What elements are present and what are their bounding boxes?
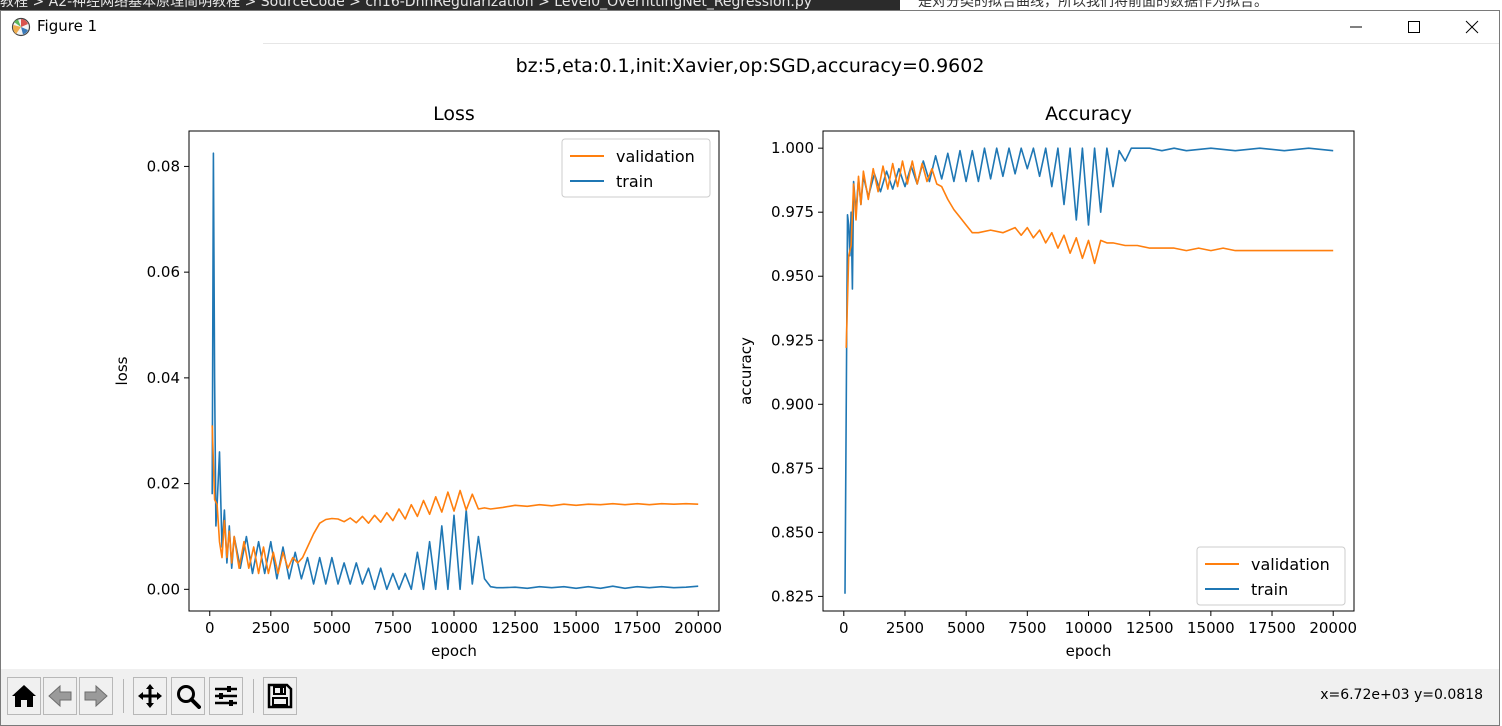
loss-validation-line (211, 425, 699, 575)
loss-chart-title: Loss (433, 103, 475, 125)
accuracy-y-tick-label: 0.825 (771, 587, 814, 605)
accuracy-y-axis-label: accuracy (737, 337, 755, 405)
accuracy-legend-label-validation: validation (1251, 555, 1330, 574)
loss-axes-frame (188, 130, 720, 612)
back-arrow-icon (48, 684, 72, 708)
background-document-text: 是对分类的拟合曲线，所以我们将前面的数据作为拟合。 (900, 0, 1502, 10)
accuracy-y-tick-label: 0.950 (771, 267, 814, 285)
loss-train-line (211, 152, 699, 591)
accuracy-train-line (844, 147, 1334, 594)
accuracy-x-tick-label: 15000 (1187, 619, 1235, 637)
figure-canvas[interactable]: bz:5,eta:0.1,init:Xavier,op:SGD,accuracy… (1, 43, 1499, 669)
loss-x-axis-label: epoch (431, 642, 477, 660)
home-button[interactable] (7, 677, 41, 715)
minimize-icon (1350, 26, 1362, 28)
accuracy-chart-title: Accuracy (1045, 103, 1132, 125)
title-bar[interactable]: Figure 1 (1, 11, 1499, 43)
accuracy-x-tick-label: 2500 (886, 619, 924, 637)
loss-y-tick-label: 0.06 (147, 263, 180, 281)
window-title: Figure 1 (37, 17, 98, 35)
accuracy-x-tick-label: 17500 (1248, 619, 1296, 637)
accuracy-legend-box (1196, 546, 1346, 606)
loss-legend-label-train: train (616, 172, 653, 191)
accuracy-x-tick-label: 0 (839, 619, 849, 637)
loss-x-tick-label: 17500 (613, 619, 661, 637)
cursor-coordinates: x=6.72e+03 y=0.0818 (1320, 687, 1483, 703)
accuracy-y-tick-label: 0.900 (771, 395, 814, 413)
loss-x-tick-label: 12500 (491, 619, 539, 637)
accuracy-y-tick-label: 1.000 (771, 139, 814, 157)
loss-y-axis-label: loss (113, 356, 131, 385)
loss-y-tick-label: 0.04 (147, 369, 180, 387)
loss-x-tick-label: 15000 (552, 619, 600, 637)
forward-button[interactable] (79, 677, 113, 715)
toolbar-separator (253, 679, 254, 713)
close-icon (1465, 20, 1479, 34)
loss-y-tick-label: 0.02 (147, 475, 180, 493)
accuracy-y-tick-label: 0.850 (771, 523, 814, 541)
minimize-button[interactable] (1327, 11, 1385, 43)
background-window-strip: 教程 > A2-神经网络基本原理简明教程 > SourceCode > ch16… (0, 0, 1502, 10)
accuracy-x-tick-label: 12500 (1126, 619, 1174, 637)
loss-x-tick-label: 0 (205, 619, 215, 637)
zoom-icon (177, 685, 201, 709)
toolbar-separator (123, 679, 124, 713)
accuracy-legend-label-train: train (1251, 580, 1288, 599)
maximize-icon (1408, 21, 1420, 33)
accuracy-axes-frame (822, 130, 1355, 612)
accuracy-validation-line (845, 160, 1334, 348)
save-button[interactable] (263, 677, 297, 715)
accuracy-y-tick-label: 0.925 (771, 331, 814, 349)
zoom-button[interactable] (171, 677, 205, 715)
matplotlib-logo-icon (11, 17, 31, 37)
accuracy-x-tick-label: 20000 (1309, 619, 1357, 637)
close-button[interactable] (1443, 11, 1501, 43)
canvas-top-divider (263, 43, 1499, 44)
loss-y-tick-label: 0.08 (147, 157, 180, 175)
accuracy-y-tick-label: 0.875 (771, 459, 814, 477)
accuracy-x-axis-label: epoch (1066, 642, 1112, 660)
accuracy-x-tick-label: 7500 (1008, 619, 1046, 637)
pan-button[interactable] (133, 677, 167, 715)
loss-x-tick-label: 5000 (313, 619, 351, 637)
loss-x-tick-label: 2500 (252, 619, 290, 637)
loss-x-tick-label: 7500 (374, 619, 412, 637)
pan-icon (138, 684, 162, 708)
accuracy-y-tick-label: 0.975 (771, 203, 814, 221)
charts-svg: 0 2500 5000 7500 10000 12500 15000 17500 20000 0.… (113, 103, 1357, 660)
forward-arrow-icon (84, 684, 108, 708)
figure-suptitle: bz:5,eta:0.1,init:Xavier,op:SGD,accuracy… (515, 55, 985, 77)
loss-legend-box (561, 138, 711, 198)
loss-x-tick-label: 10000 (430, 619, 478, 637)
loss-legend-label-validation: validation (616, 147, 695, 166)
back-button[interactable] (43, 677, 77, 715)
accuracy-x-tick-label: 5000 (947, 619, 985, 637)
home-icon (12, 685, 36, 707)
maximize-button[interactable] (1385, 11, 1443, 43)
loss-y-tick-label: 0.00 (147, 580, 180, 598)
background-breadcrumb: 教程 > A2-神经网络基本原理简明教程 > SourceCode > ch16… (0, 0, 813, 10)
accuracy-x-tick-label: 10000 (1065, 619, 1113, 637)
figure-window: Figure 1 bz:5,eta:0.1,init:Xavier,op:SGD… (0, 10, 1500, 726)
save-icon (267, 683, 293, 709)
loss-x-tick-label: 20000 (674, 619, 722, 637)
configure-subplots-button[interactable] (209, 677, 243, 715)
configure-subplots-icon (215, 686, 237, 706)
navigation-toolbar: x=6.72e+03 y=0.0818 (1, 669, 1499, 725)
